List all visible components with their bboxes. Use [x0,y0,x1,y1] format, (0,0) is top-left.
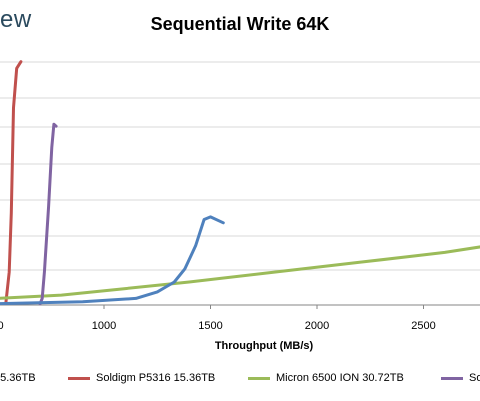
legend: 15.36TB Soldigm P5316 15.36TB Micron 650… [0,372,480,390]
chart-grid [0,61,480,306]
x-tick-label: 00 [0,320,4,332]
legend-item: Micron 6500 ION 30.72TB [248,372,404,384]
legend-item: 15.36TB [0,372,36,384]
legend-label: 15.36TB [0,372,36,384]
series-line [4,60,23,304]
x-tick-label: 2500 [411,320,435,332]
chart-title: Sequential Write 64K [150,14,330,34]
x-tick-label: 1500 [198,320,222,332]
legend-item: So [441,372,480,384]
legend-label: Micron 6500 ION 30.72TB [276,372,404,384]
x-tick-label: 1000 [92,320,116,332]
x-axis: 00 1000 1500 2000 2500 [0,305,436,332]
logo-fragment: ew [0,6,32,33]
legend-swatch [68,376,90,380]
series-line [0,245,480,300]
legend-swatch [441,376,463,380]
legend-label: So [469,372,480,384]
legend-swatch [248,376,270,380]
x-tick-label: 2000 [305,320,329,332]
series-line [0,215,225,306]
series-line [38,122,58,306]
legend-item: Soldigm P5316 15.36TB [68,372,215,384]
legend-label: Soldigm P5316 15.36TB [96,372,216,384]
x-axis-label: Throughput (MB/s) [215,340,314,352]
series-group [0,60,480,306]
